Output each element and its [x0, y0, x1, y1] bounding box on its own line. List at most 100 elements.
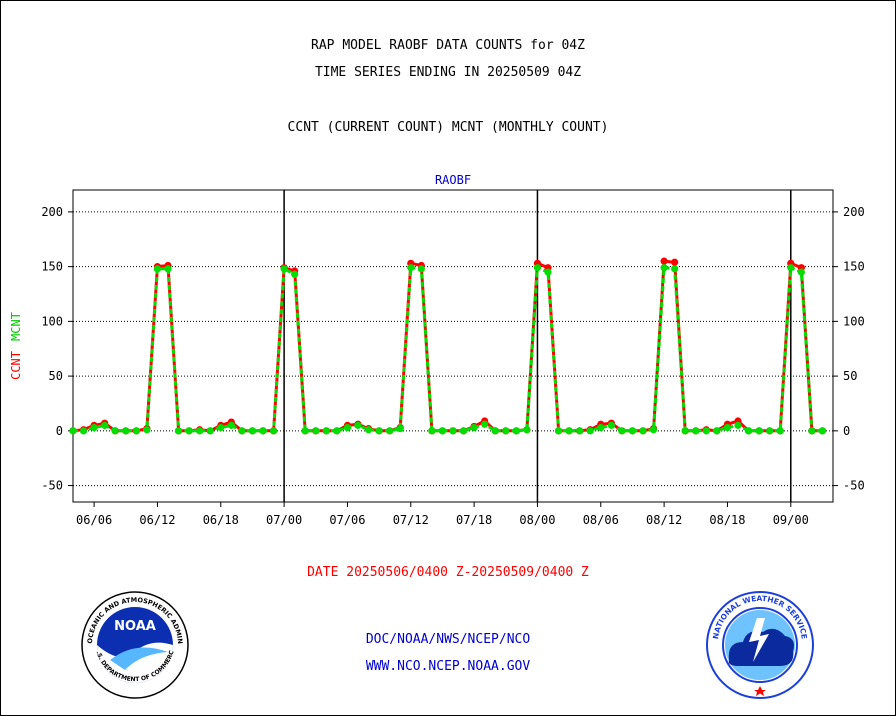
y-tick-label-right: 150: [843, 260, 865, 274]
data-point: [544, 268, 552, 276]
data-point: [386, 427, 394, 435]
data-point: [766, 427, 774, 435]
data-point: [333, 427, 341, 435]
series-line: [72, 259, 823, 433]
data-point: [90, 423, 98, 432]
y-tick-label-right: 0: [843, 424, 850, 438]
y-tick-label-left: 50: [49, 369, 63, 383]
x-tick-label: 06/12: [139, 513, 175, 527]
data-point: [776, 427, 784, 435]
x-tick-label: 07/12: [393, 513, 429, 527]
series-mcnt: [69, 264, 827, 435]
data-point: [449, 427, 457, 435]
x-tick-label: 08/12: [646, 513, 682, 527]
data-point: [797, 268, 805, 276]
noaa-logo-icon: NATIONAL OCEANIC AND ATMOSPHERIC ADMINIS…: [80, 590, 189, 699]
x-tick-label: 06/18: [203, 513, 239, 527]
x-tick-label: 08/06: [583, 513, 619, 527]
data-point: [512, 427, 520, 435]
data-point: [576, 427, 584, 435]
data-point: [481, 420, 489, 428]
website-label: WWW.NCO.NCEP.NOAA.GOV: [365, 659, 531, 674]
y-tick-label-right: 100: [843, 314, 865, 328]
y-axis-label-part: CCNT: [9, 351, 23, 380]
data-point: [238, 427, 246, 435]
series-ccnt: [69, 257, 827, 435]
y-tick-label-right: 50: [843, 369, 857, 383]
data-point: [69, 427, 77, 435]
data-point: [185, 427, 193, 435]
data-point: [248, 427, 257, 435]
data-point: [354, 421, 362, 429]
data-point: [681, 427, 689, 435]
y-axis-label-part: MCNT: [9, 312, 23, 341]
data-point: [470, 423, 478, 432]
data-point: [607, 421, 615, 429]
data-point: [153, 265, 162, 273]
x-tick-label: 07/06: [329, 513, 365, 527]
data-point: [396, 425, 404, 433]
y-tick-label-left: -50: [41, 479, 63, 493]
data-point: [554, 427, 563, 435]
data-point: [164, 265, 172, 273]
data-point: [660, 264, 668, 272]
y-tick-label-right: -50: [843, 479, 865, 493]
plot-area: [72, 189, 834, 503]
data-point: [322, 427, 330, 435]
chart-subtitle: TIME SERIES ENDING IN 20250509 04Z: [314, 65, 582, 80]
data-point: [787, 264, 795, 272]
series-line: [73, 265, 823, 433]
x-tick-label: 07/18: [456, 513, 492, 527]
data-point: [79, 427, 88, 435]
data-point: [818, 427, 827, 435]
x-tick-label: 07/00: [266, 513, 302, 527]
data-point: [301, 427, 309, 435]
data-point: [343, 423, 352, 432]
data-point: [523, 426, 531, 434]
data-point: [713, 427, 721, 435]
data-point: [375, 427, 383, 435]
data-point: [280, 265, 288, 273]
data-point: [533, 264, 542, 272]
data-point: [196, 427, 204, 435]
data-point: [217, 423, 225, 432]
data-point: [438, 427, 447, 435]
x-tick-label: 08/00: [519, 513, 555, 527]
y-axis-label: CCNT MCNT: [9, 312, 23, 380]
data-point: [111, 427, 119, 435]
data-point: [132, 427, 140, 435]
x-tick-label: 06/06: [76, 513, 112, 527]
data-point: [143, 426, 151, 434]
noaa-logo-text: NOAA: [114, 619, 156, 634]
y-tick-label-left: 200: [41, 205, 63, 219]
y-tick-label-left: 0: [56, 424, 63, 438]
x-tick-label: 09/00: [773, 513, 809, 527]
data-point: [259, 427, 267, 435]
data-point: [671, 258, 679, 266]
legend-description: CCNT (CURRENT COUNT) MCNT (MONTHLY COUNT…: [287, 120, 609, 135]
data-point: [206, 427, 214, 435]
data-point: [565, 427, 573, 435]
data-point: [586, 427, 594, 435]
data-point: [702, 427, 710, 435]
organization-label: DOC/NOAA/NWS/NCEP/NCO: [365, 632, 531, 647]
data-point: [671, 265, 679, 273]
data-point: [649, 426, 658, 434]
data-point: [597, 423, 605, 432]
data-point: [808, 427, 816, 435]
data-point: [101, 421, 109, 429]
data-point: [660, 257, 668, 265]
date-range-label: DATE 20250506/0400 Z-20250509/0400 Z: [307, 565, 589, 580]
data-point: [174, 427, 183, 435]
panel-title: RAOBF: [435, 173, 471, 187]
data-point: [744, 427, 753, 435]
y-tick-label-left: 150: [41, 260, 63, 274]
data-point: [407, 264, 415, 272]
data-point: [618, 427, 626, 435]
data-point: [417, 265, 425, 273]
data-point: [459, 427, 468, 435]
y-tick-label-right: 200: [843, 205, 865, 219]
data-point: [269, 427, 278, 435]
y-tick-label-left: 100: [41, 314, 63, 328]
